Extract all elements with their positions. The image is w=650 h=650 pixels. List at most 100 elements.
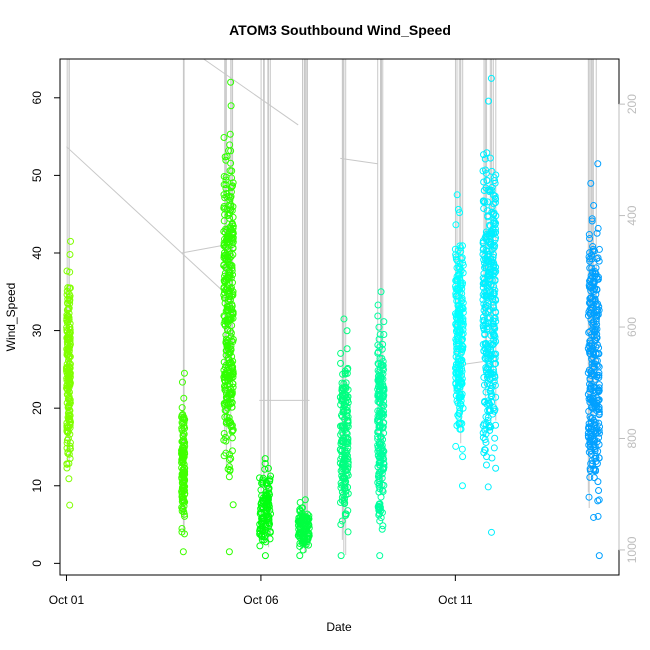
data-point — [491, 242, 499, 250]
y-tick-label: 60 — [30, 91, 44, 105]
data-point — [591, 389, 599, 397]
data-point — [178, 378, 186, 386]
data-point — [586, 438, 594, 446]
data-point — [452, 255, 460, 263]
data-point — [296, 531, 304, 539]
data-point — [265, 485, 273, 493]
data-point — [226, 456, 234, 464]
data-point — [587, 275, 595, 283]
data-point — [376, 552, 384, 560]
data-point — [340, 401, 348, 409]
data-point — [63, 334, 71, 342]
data-point — [220, 252, 228, 260]
data-point — [375, 441, 383, 449]
data-point — [303, 536, 311, 544]
data-point — [479, 313, 487, 321]
x-tick-label: Oct 01 — [49, 593, 85, 607]
data-point — [453, 297, 461, 305]
data-point — [481, 262, 489, 270]
data-point — [587, 304, 595, 312]
data-point — [178, 404, 186, 412]
data-point — [484, 483, 492, 491]
data-point — [379, 522, 387, 530]
data-point — [228, 403, 236, 411]
data-point — [486, 222, 494, 230]
data-point — [266, 520, 274, 528]
data-point — [595, 426, 603, 434]
data-point — [229, 309, 237, 317]
data-point — [224, 244, 232, 252]
data-point — [67, 237, 75, 245]
data-point — [344, 528, 352, 536]
data-point — [229, 179, 237, 187]
data-point — [490, 339, 498, 347]
data-point — [341, 367, 349, 375]
data-point — [589, 242, 597, 250]
data-point — [587, 368, 595, 376]
data-point — [66, 501, 74, 509]
data-point — [457, 379, 465, 387]
data-point — [452, 442, 460, 450]
data-point — [586, 327, 594, 335]
data-point — [222, 418, 230, 426]
data-point — [590, 474, 598, 482]
data-point — [64, 284, 72, 292]
data-point — [262, 497, 270, 505]
data-point — [223, 325, 231, 333]
data-point — [491, 192, 499, 200]
data-point — [63, 363, 71, 371]
data-point — [375, 422, 383, 430]
data-point — [595, 381, 603, 389]
data-point — [225, 463, 233, 471]
data-point — [459, 404, 467, 412]
data-point — [258, 519, 266, 527]
trajectory-line — [181, 244, 224, 254]
data-point — [265, 513, 273, 521]
data-point — [483, 247, 491, 255]
data-point — [376, 330, 384, 338]
data-point — [595, 410, 603, 418]
data-point — [222, 181, 230, 189]
data-point — [590, 284, 598, 292]
data-point — [453, 285, 461, 293]
data-point — [375, 360, 383, 368]
data-point — [588, 215, 596, 223]
data-point — [294, 517, 302, 525]
data-point — [224, 303, 232, 311]
data-point — [479, 340, 487, 348]
data-point — [452, 379, 460, 387]
data-point — [296, 552, 304, 560]
data-point — [491, 221, 499, 229]
data-point — [480, 420, 488, 428]
data-point — [586, 388, 594, 396]
data-point — [375, 376, 383, 384]
data-point — [458, 367, 466, 375]
data-point — [588, 359, 596, 367]
data-point — [222, 236, 230, 244]
data-point — [64, 299, 72, 307]
data-point — [454, 307, 462, 315]
data-point — [490, 191, 498, 199]
data-point — [484, 284, 492, 292]
data-point — [304, 514, 312, 522]
data-point — [594, 160, 602, 168]
data-point — [64, 383, 72, 391]
data-point — [491, 308, 499, 316]
data-point — [586, 283, 594, 291]
data-point — [591, 247, 599, 255]
data-point — [379, 382, 387, 390]
data-point — [63, 464, 71, 472]
data-point — [595, 384, 603, 392]
data-point — [227, 102, 235, 110]
data-point — [454, 358, 462, 366]
data-point — [296, 505, 304, 513]
data-point — [178, 464, 186, 472]
data-point — [590, 513, 598, 521]
data-point — [257, 486, 265, 494]
data-point — [453, 257, 461, 265]
data-point — [222, 437, 230, 445]
data-point — [221, 371, 229, 379]
data-point — [343, 345, 351, 353]
data-point — [375, 481, 383, 489]
data-point — [374, 473, 382, 481]
